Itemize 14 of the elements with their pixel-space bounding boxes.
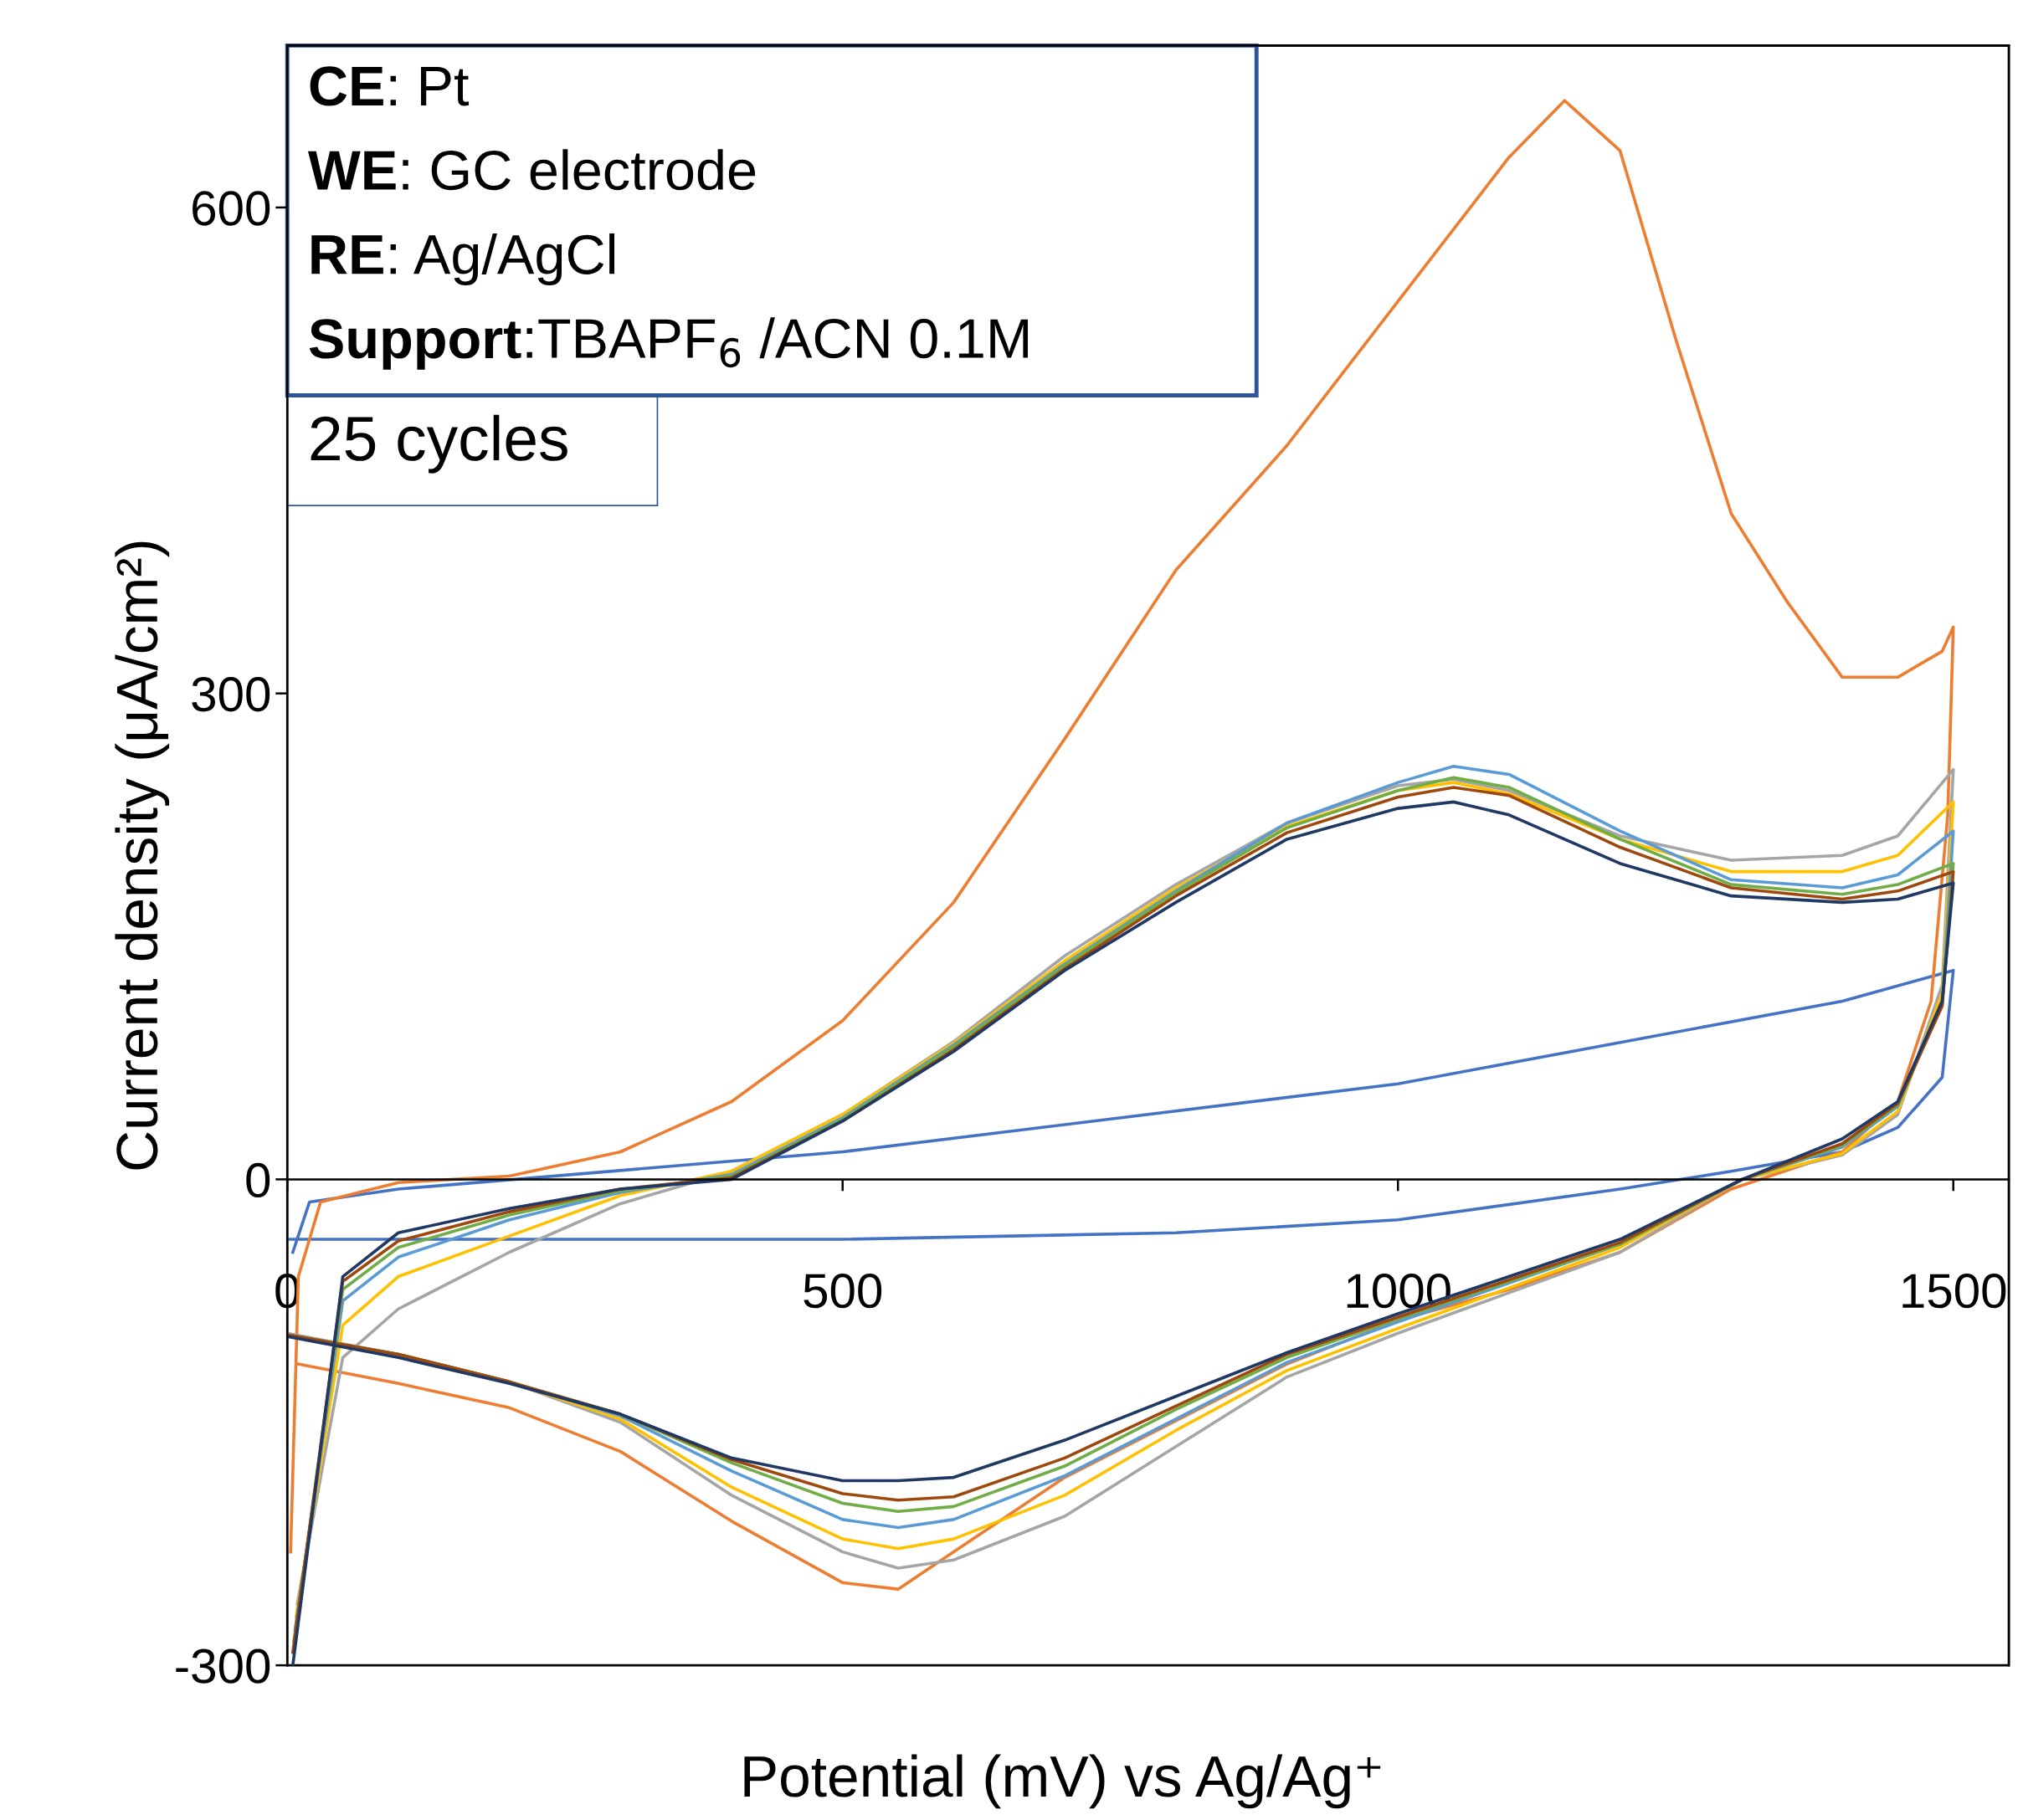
- x-axis-title: Potential (mV) vs Ag/Ag⁺: [744, 1754, 1381, 1809]
- line-series: [287, 968, 1955, 1254]
- y-tick-label: 300: [192, 677, 270, 712]
- annotation: 25 cycles: [311, 414, 567, 474]
- x-tick-label: 500: [804, 1274, 882, 1309]
- x-tick-label: 1500: [1902, 1274, 2006, 1309]
- annotation: CE: Pt: [310, 66, 470, 106]
- y-axis-title: Current density (μA/cm²): [115, 541, 170, 1170]
- annotation: WE: GC electrode: [307, 149, 756, 191]
- annotation: Support:TBAPF$_{6}$ /ACN 0.1M: [309, 317, 1028, 370]
- y-tick-label: 0: [246, 1162, 270, 1198]
- annotation: RE: Ag/AgCl: [311, 233, 614, 286]
- y-tick-label: 600: [193, 191, 270, 226]
- y-tick-label: -300: [176, 1648, 270, 1684]
